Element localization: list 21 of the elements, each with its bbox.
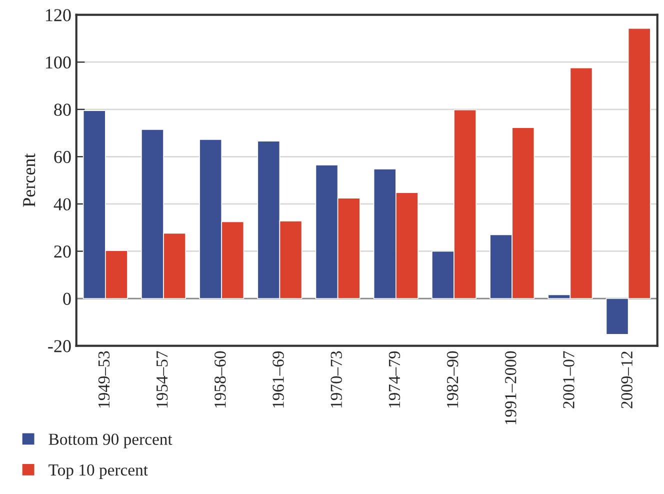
x-tick-label: 1991–2000: [505, 351, 516, 424]
x-tick-label: 1954–57: [156, 351, 168, 408]
x-tick-label: 1958–60: [214, 351, 226, 408]
legend-label: Top 10 percent: [48, 464, 148, 479]
x-tick-label: 2009–12: [621, 352, 632, 408]
x-tick-label: 1982–90: [446, 351, 458, 408]
x-tick-label: 2001–07: [563, 351, 574, 408]
y-tick-label: 0: [63, 292, 71, 305]
y-tick-label: 100: [46, 56, 71, 69]
x-tick-label: 1974–79: [388, 351, 400, 408]
y-tick-label: 40: [54, 198, 71, 210]
x-tick-label: 1961–69: [272, 351, 284, 408]
y-axis-title: Percent: [23, 153, 36, 207]
y-tick-label: 20: [54, 245, 71, 258]
legend-label: Bottom 90 percent: [48, 434, 172, 448]
y-tick-label: -20: [48, 340, 71, 352]
y-tick-label: 80: [54, 104, 71, 116]
x-tick-label: 1970–73: [330, 351, 342, 408]
x-tick-label: 1949–53: [98, 351, 110, 408]
y-tick-label: 120: [46, 9, 71, 22]
y-tick-label: 60: [54, 150, 71, 164]
